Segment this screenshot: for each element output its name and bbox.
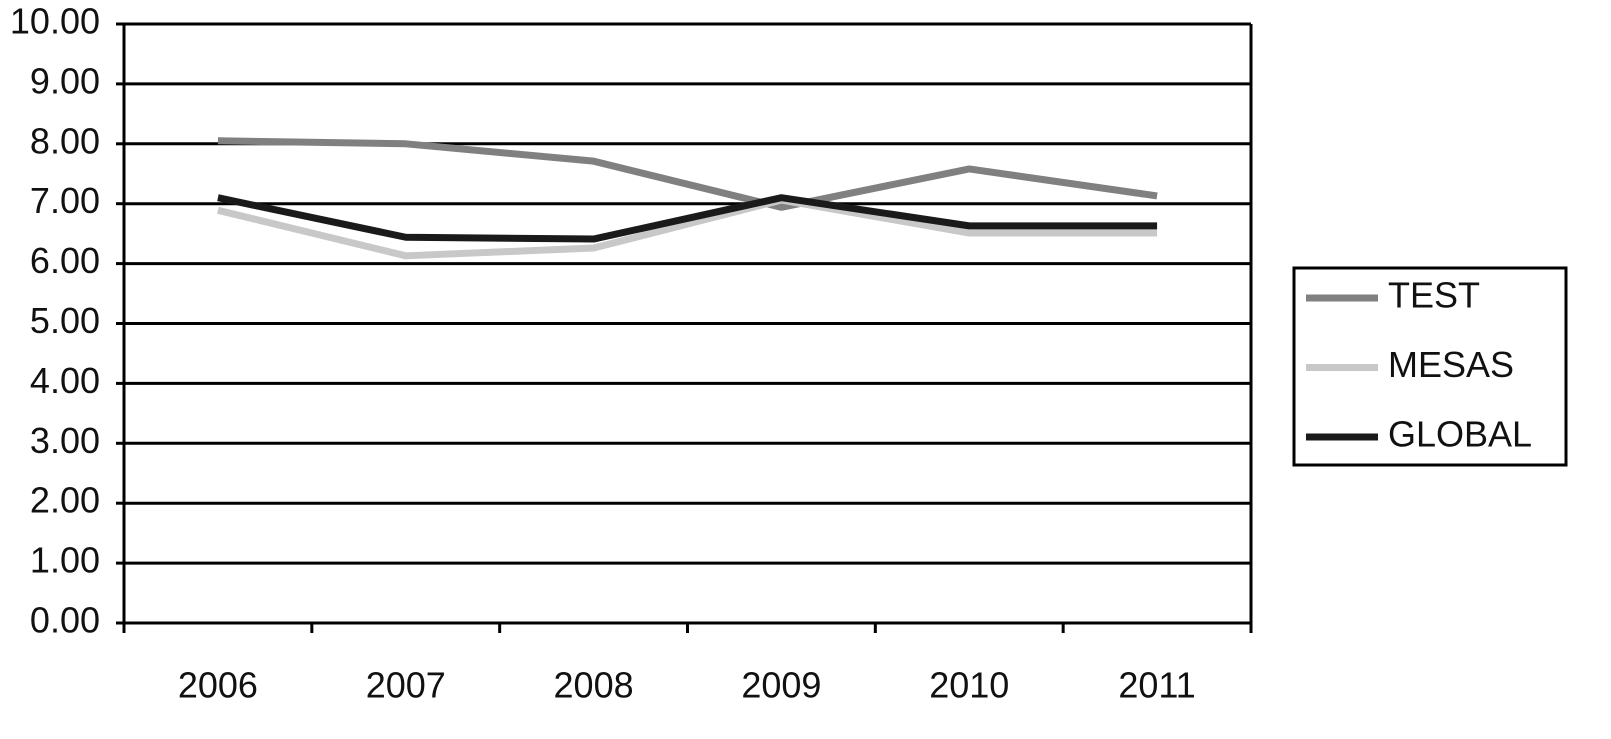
legend-label: GLOBAL: [1388, 414, 1532, 455]
y-tick-label: 7.00: [30, 180, 100, 221]
y-tick-label: 5.00: [30, 300, 100, 341]
x-tick-label: 2010: [929, 665, 1009, 706]
y-tick-label: 4.00: [30, 360, 100, 401]
y-tick-label: 1.00: [30, 540, 100, 581]
series-line: [217, 196, 1158, 260]
y-tick-label: 0.00: [30, 600, 100, 641]
y-tick-label: 6.00: [30, 240, 100, 281]
y-tick-label: 8.00: [30, 120, 100, 161]
y-tick-label: 9.00: [30, 60, 100, 101]
series-line: [217, 137, 1158, 211]
x-tick-label: 2009: [741, 665, 821, 706]
legend-label: TEST: [1388, 275, 1480, 316]
x-tick-label: 2008: [554, 665, 634, 706]
x-tick-label: 2006: [178, 665, 258, 706]
x-tick-label: 2011: [1118, 665, 1195, 706]
series-line: [217, 194, 1158, 243]
y-tick-label: 10.00: [10, 1, 100, 42]
x-tick-label: 2007: [366, 665, 446, 706]
legend-label: MESAS: [1388, 344, 1514, 385]
y-tick-label: 3.00: [30, 420, 100, 461]
y-tick-label: 2.00: [30, 480, 100, 521]
